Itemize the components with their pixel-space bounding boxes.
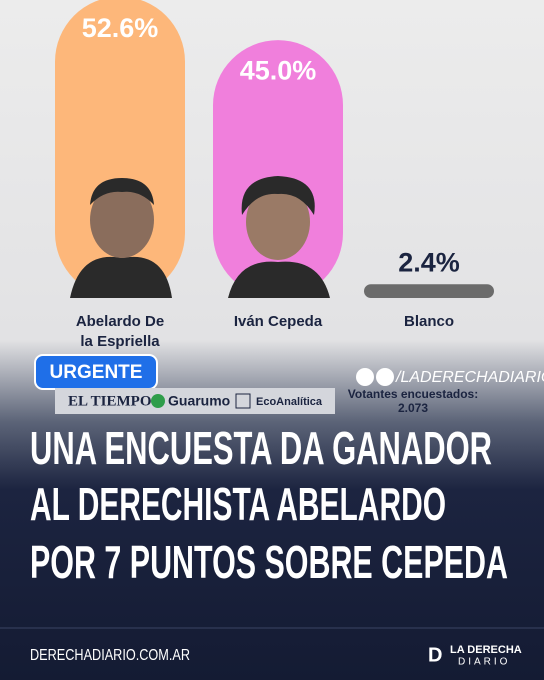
handle: /LADERECHADIARIO xyxy=(395,369,544,386)
footer-url: DERECHADIARIO.COM.AR xyxy=(30,647,190,664)
source: Guarumo xyxy=(168,393,230,409)
value-label: 45.0% xyxy=(240,55,317,85)
icon xyxy=(376,368,394,386)
sources-strip xyxy=(55,388,335,414)
bar xyxy=(364,284,494,298)
bar xyxy=(213,40,343,299)
logo-mark: D xyxy=(428,644,442,666)
sample-label: Votantes encuestados: xyxy=(348,387,478,401)
portrait xyxy=(70,176,330,298)
sample-value: 2.073 xyxy=(398,401,428,415)
headline: AL DERECHISTA ABELARDO xyxy=(30,478,446,530)
value-label: 2.4% xyxy=(398,247,460,277)
headline: UNA ENCUESTA DA GANADOR xyxy=(30,422,492,474)
brand: LA DERECHA xyxy=(450,644,522,656)
category-label: Iván Cepeda xyxy=(234,313,323,330)
source: EcoAnalítica xyxy=(256,396,323,408)
icon xyxy=(356,368,374,386)
category-label: Blanco xyxy=(404,313,454,330)
icon xyxy=(151,394,165,408)
category-label: Abelardo De la Espriella xyxy=(76,313,164,350)
brand: DIARIO xyxy=(458,657,510,668)
value-label: 52.6% xyxy=(82,13,159,43)
icon xyxy=(235,393,251,409)
badge-text: URGENTE xyxy=(50,362,143,383)
headline: POR 7 PUNTOS SOBRE CEPEDA xyxy=(30,536,508,588)
source: EL TIEMPO xyxy=(68,393,152,409)
